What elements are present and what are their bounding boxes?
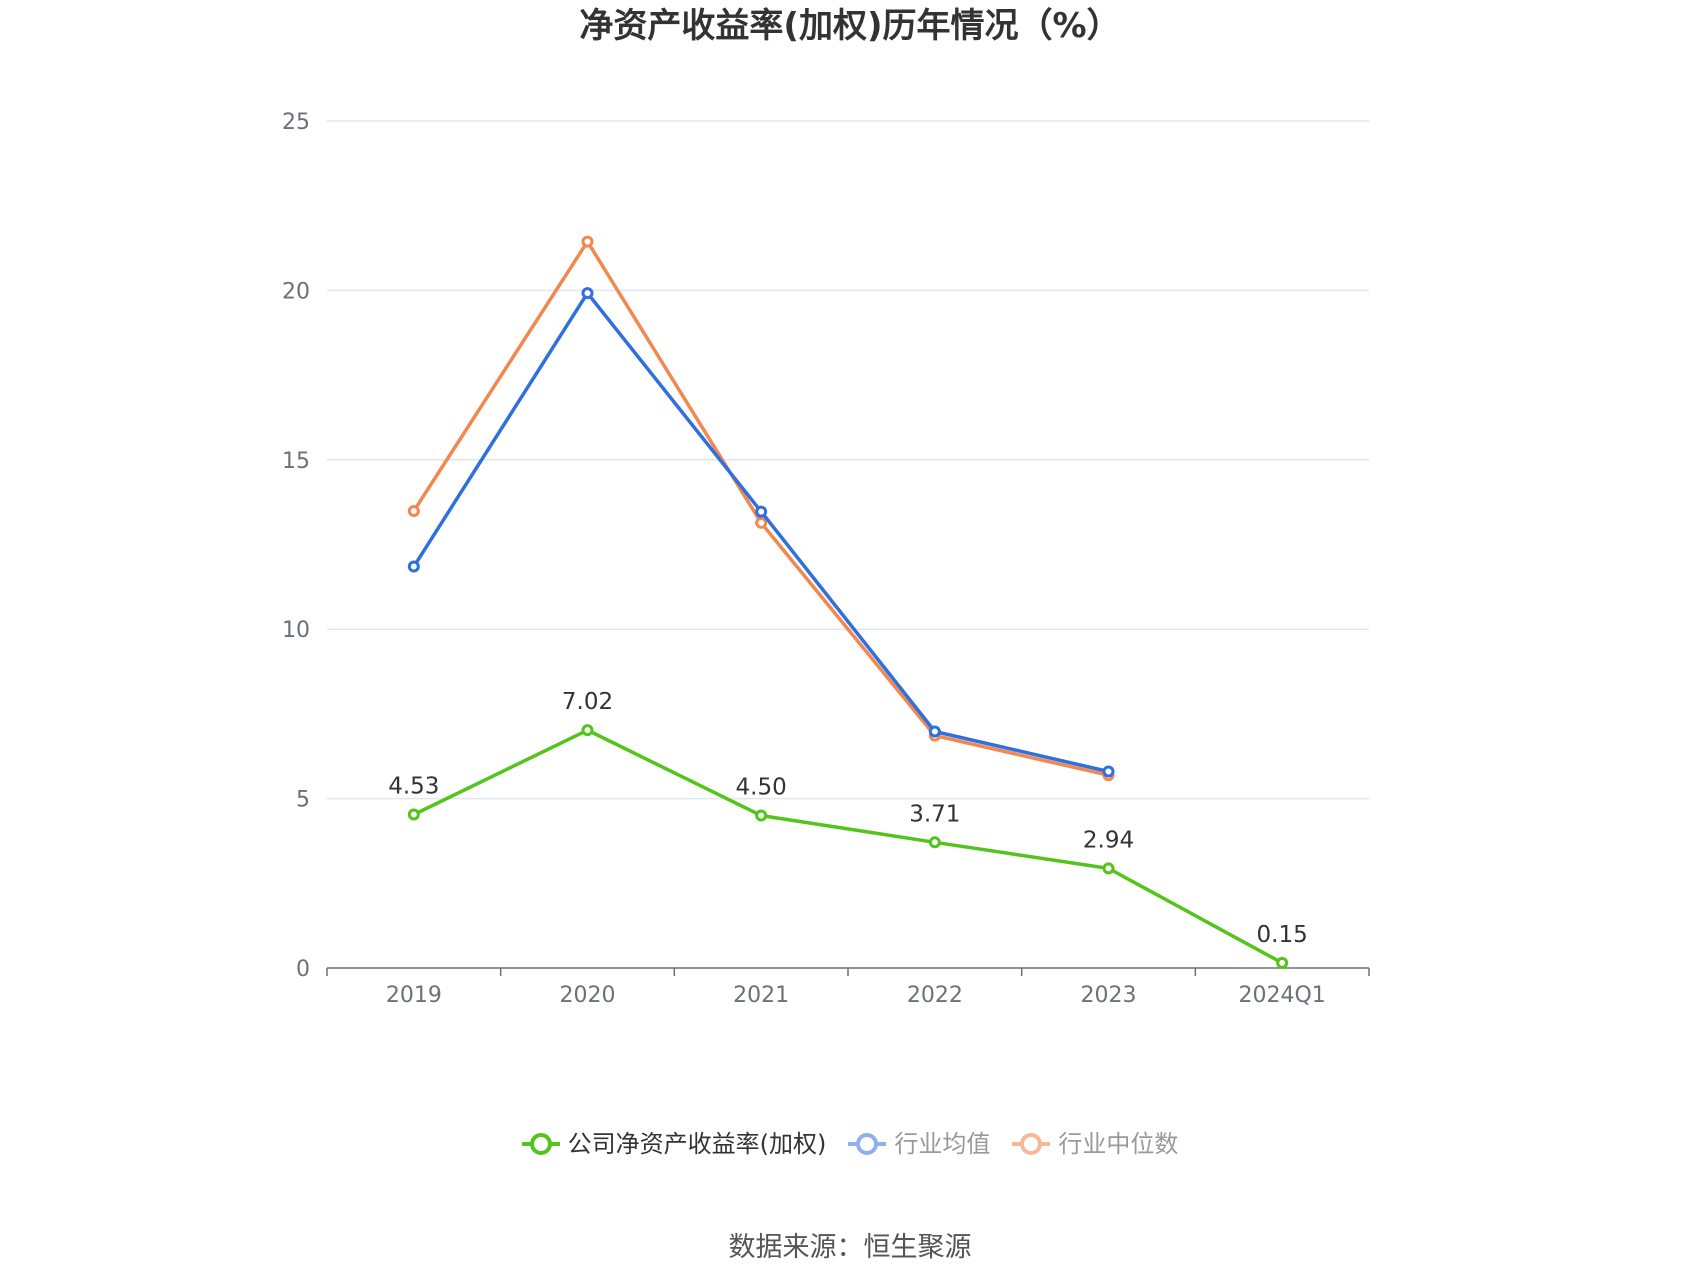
data-labels: 4.53 7.02 4.50 3.71 2.94 0.15 [388,689,1308,948]
series-lines [407,235,1289,969]
legend-marker-industry-median [1012,1133,1051,1155]
chart-legend: 公司净资产收益率(加权) 行业均值 行业中位数 [0,1128,1700,1160]
x-tick-label-2023: 2023 [1081,983,1137,1008]
legend-label-industry-mean: 行业均值 [894,1130,991,1158]
legend-label-company-roe: 公司净资产收益率(加权) [567,1130,827,1158]
y-tick-label-25: 25 [282,110,310,135]
series-line-1 [412,291,1109,774]
data-label-4: 2.94 [1083,827,1134,853]
data-point-2-1 [581,235,594,248]
axes: 0 5 10 15 20 25 2019 2020 2021 2022 2023 2024Q1 [282,110,1370,1008]
legend-item-industry-median[interactable]: 行业中位数 [1012,1128,1178,1160]
data-point-0-1 [581,724,594,737]
y-tick-label-15: 15 [282,449,310,474]
series-0 [407,724,1289,969]
legend-marker-industry-mean [848,1133,887,1155]
x-tick-label-2024Q1: 2024Q1 [1239,983,1326,1008]
data-point-0-3 [928,836,941,849]
x-tick-label-2019: 2019 [386,983,442,1008]
legend-marker-company-roe [521,1133,560,1155]
data-point-2-0 [407,504,420,517]
series-2 [407,235,1115,782]
data-source-note: 数据来源：恒生聚源 [728,1232,972,1263]
data-label-3: 3.71 [909,801,960,827]
data-label-0: 4.53 [388,774,439,800]
data-point-1-0 [407,560,420,573]
data-label-5: 0.15 [1257,922,1308,948]
data-point-1-1 [581,287,594,300]
data-point-1-2 [755,505,768,518]
y-tick-label-5: 5 [296,788,310,813]
series-line-0 [413,728,1284,965]
x-tick-label-2020: 2020 [560,983,616,1008]
data-point-0-4 [1102,862,1115,875]
data-point-0-5 [1276,956,1289,969]
y-tick-label-0: 0 [296,957,310,982]
data-point-1-4 [1102,765,1115,778]
chart-title: 净资产收益率(加权)历年情况（%） [579,6,1121,46]
legend-item-industry-mean[interactable]: 行业均值 [848,1128,990,1160]
data-label-1: 7.02 [562,689,613,715]
legend-label-industry-median: 行业中位数 [1058,1130,1179,1158]
data-point-2-2 [755,516,768,529]
series-1 [407,287,1115,778]
data-point-0-2 [755,809,768,822]
y-tick-label-20: 20 [282,279,310,304]
x-tick-label-2022: 2022 [907,983,963,1008]
legend-item-company-roe[interactable]: 公司净资产收益率(加权) [521,1128,827,1160]
data-label-2: 4.50 [736,775,787,801]
y-tick-label-10: 10 [282,618,310,643]
data-point-0-0 [407,808,420,821]
x-tick-label-2021: 2021 [733,983,789,1008]
data-point-1-3 [928,725,941,738]
